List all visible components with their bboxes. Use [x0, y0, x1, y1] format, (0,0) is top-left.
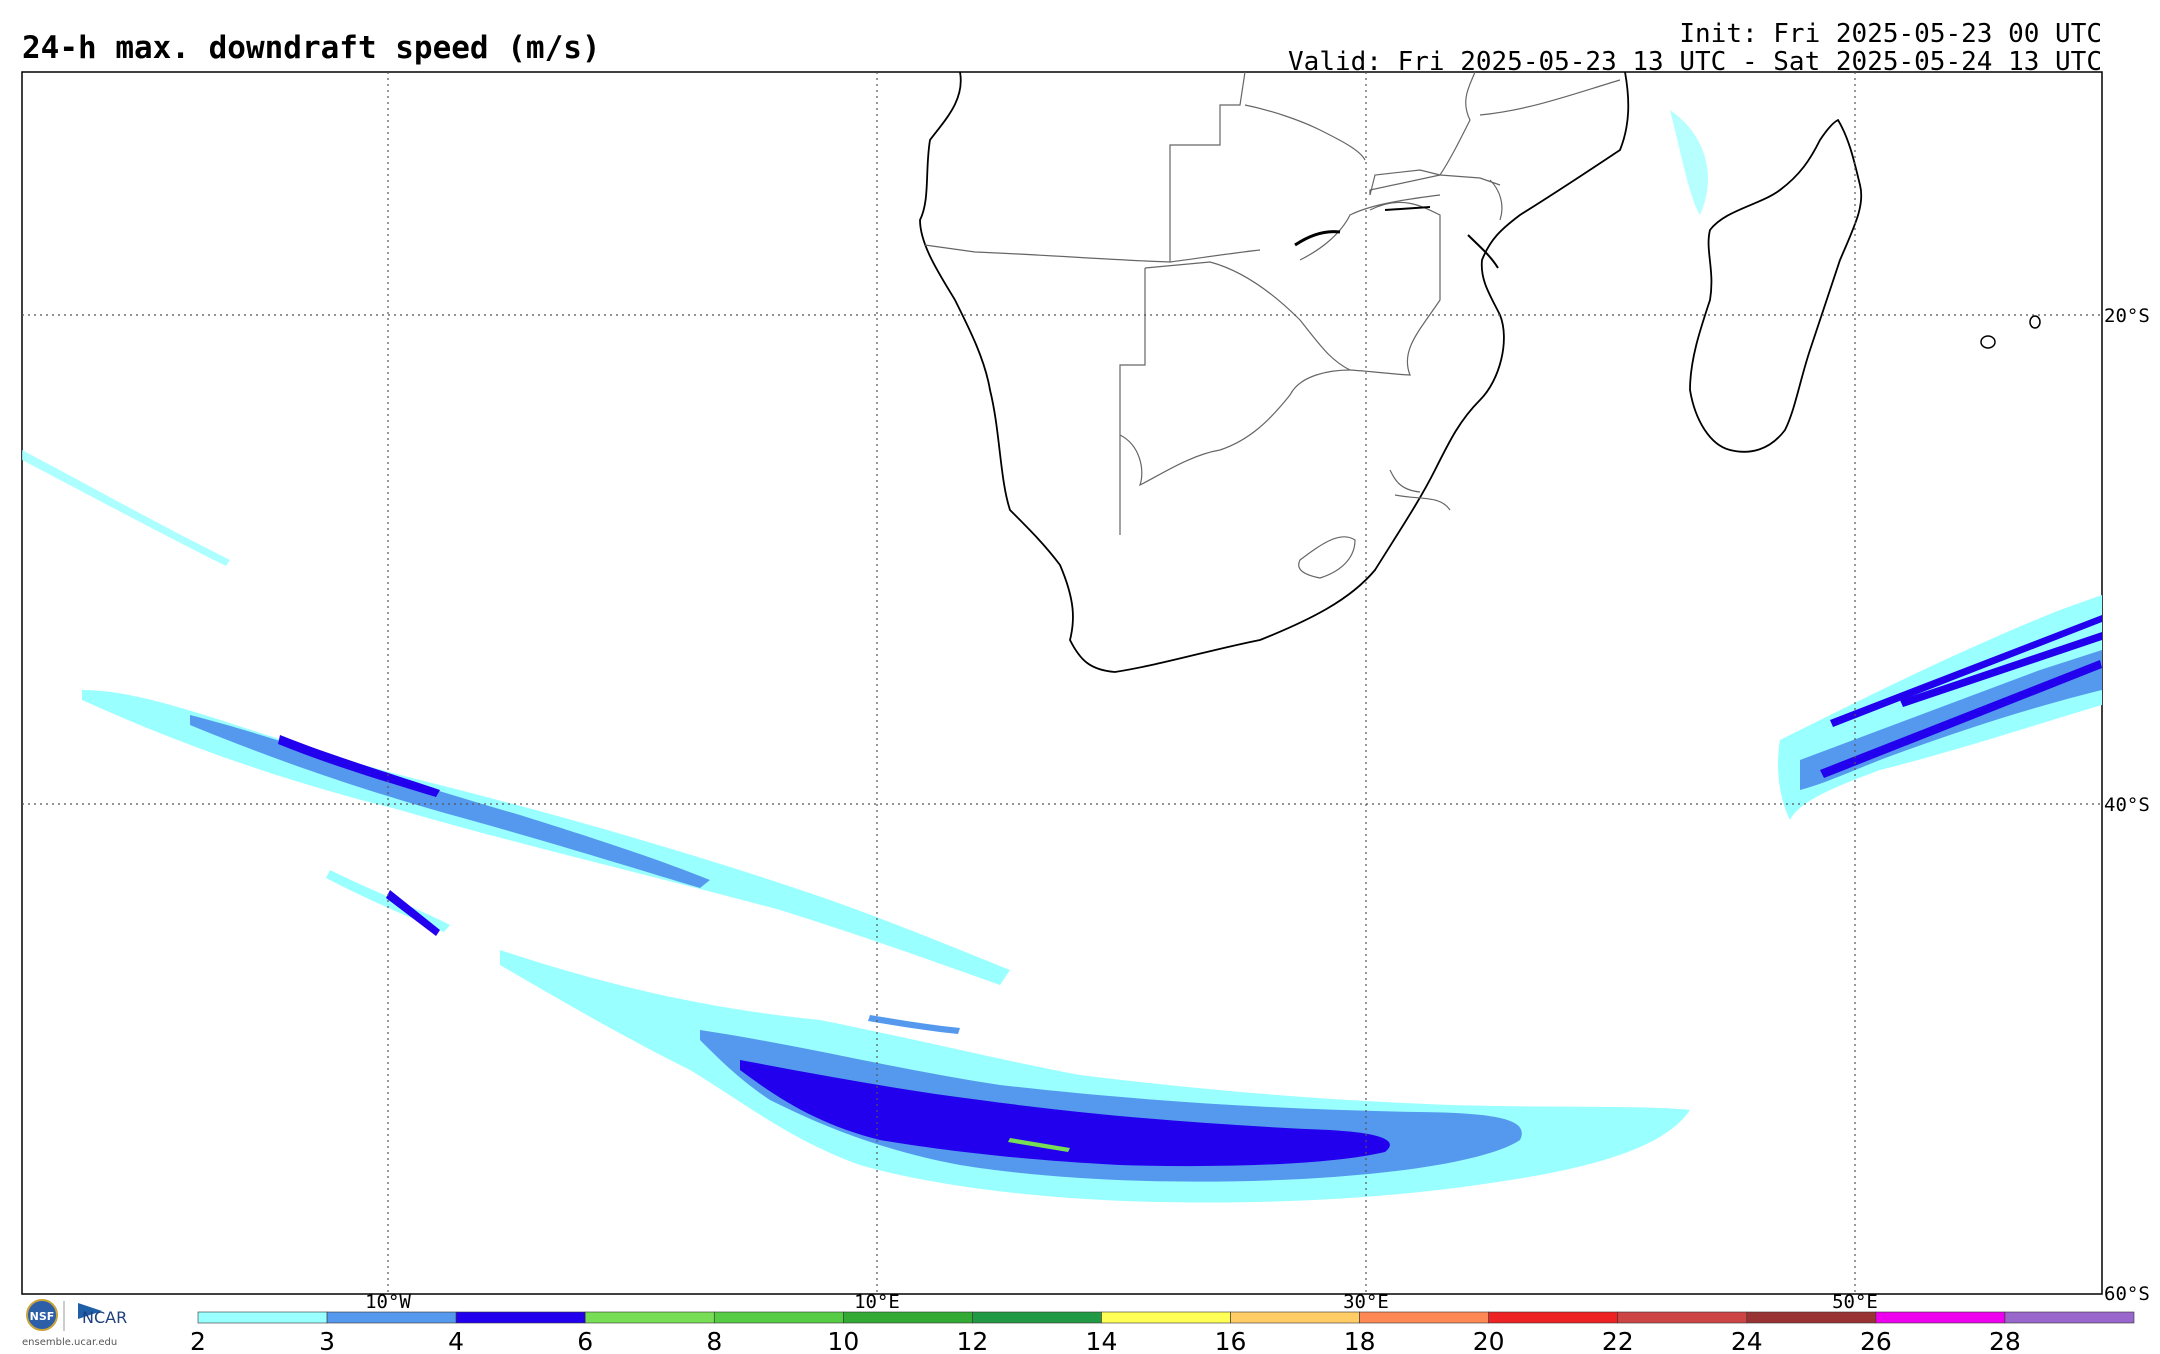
lon-label: 10°W [365, 1291, 411, 1313]
lon-label: 10°E [854, 1291, 900, 1313]
mauritius-outline [1980, 335, 1996, 349]
colorbar-swatch [1359, 1311, 1489, 1324]
africa-coastline [919, 72, 1630, 673]
colorbar-swatch [197, 1311, 328, 1324]
colorbar-tick-label: 26 [1860, 1327, 1892, 1354]
map-title: 24-h max. downdraft speed (m/s) [22, 30, 601, 66]
ensemble-url: ensemble.ucar.edu [22, 1337, 117, 1348]
ncar-logo: NSF NCAR ensemble.ucar.edu [22, 1297, 162, 1349]
colorbar: 2 3 4 6 8 10 12 14 16 18 20 22 24 26 28 [190, 1311, 2135, 1354]
lake-outline [1384, 206, 1431, 211]
colorbar-swatch [455, 1311, 586, 1324]
downdraft-band-south [500, 950, 1690, 1203]
colorbar-tick-label: 14 [1086, 1327, 1118, 1354]
lake-kariba [1294, 230, 1341, 247]
colorbar-tick-label: 28 [1989, 1327, 2021, 1354]
colorbar-tick-label: 2 [190, 1327, 206, 1354]
colorbar-swatch [1488, 1311, 1619, 1324]
lat-label: 60°S [2104, 1283, 2150, 1305]
ncar-mark-icon [78, 1303, 102, 1319]
colorbar-tick-label: 24 [1731, 1327, 1763, 1354]
colorbar-swatch [972, 1311, 1102, 1324]
colorbar-swatch [1230, 1311, 1360, 1324]
colorbar-tick-label: 3 [319, 1327, 335, 1354]
colorbar-tick-label: 12 [956, 1327, 988, 1354]
nsf-seal-text: NSF [30, 1310, 55, 1323]
colorbar-swatch [1101, 1311, 1231, 1324]
lon-label: 30°E [1343, 1291, 1389, 1313]
downdraft-band-west [22, 450, 1010, 985]
reunion-outline [2029, 315, 2041, 329]
colorbar-tick-label: 6 [577, 1327, 593, 1354]
colorbar-tick-label: 8 [706, 1327, 722, 1354]
lat-label: 40°S [2104, 794, 2150, 816]
colorbar-tick-label: 20 [1473, 1327, 1505, 1354]
lat-label: 20°S [2104, 305, 2150, 327]
graticule [22, 72, 2102, 1294]
downdraft-band-east [1670, 110, 2102, 820]
colorbar-swatch [326, 1311, 457, 1324]
colorbar-tick-label: 16 [1215, 1327, 1247, 1354]
colorbar-swatch [1746, 1311, 1877, 1324]
colorbar-swatch [1617, 1311, 1748, 1324]
init-time: Init: Fri 2025-05-23 00 UTC [1679, 19, 2102, 49]
colorbar-tick-label: 18 [1344, 1327, 1376, 1354]
colorbar-swatch [1875, 1311, 2006, 1324]
ncar-logo-text: NCAR [82, 1308, 127, 1327]
nsf-seal-icon [26, 1299, 58, 1331]
colorbar-tick-label: 4 [448, 1327, 464, 1354]
colorbar-tick-label: 22 [1602, 1327, 1634, 1354]
colorbar-swatch [713, 1311, 844, 1324]
colorbar-swatch [843, 1311, 973, 1324]
colorbar-swatch [2004, 1311, 2135, 1324]
lake-malawi [1467, 234, 1499, 269]
colorbar-tick-label: 10 [827, 1327, 859, 1354]
madagascar-outline [1689, 118, 1863, 453]
lon-label: 50°E [1832, 1291, 1878, 1313]
colorbar-swatch [584, 1311, 715, 1324]
